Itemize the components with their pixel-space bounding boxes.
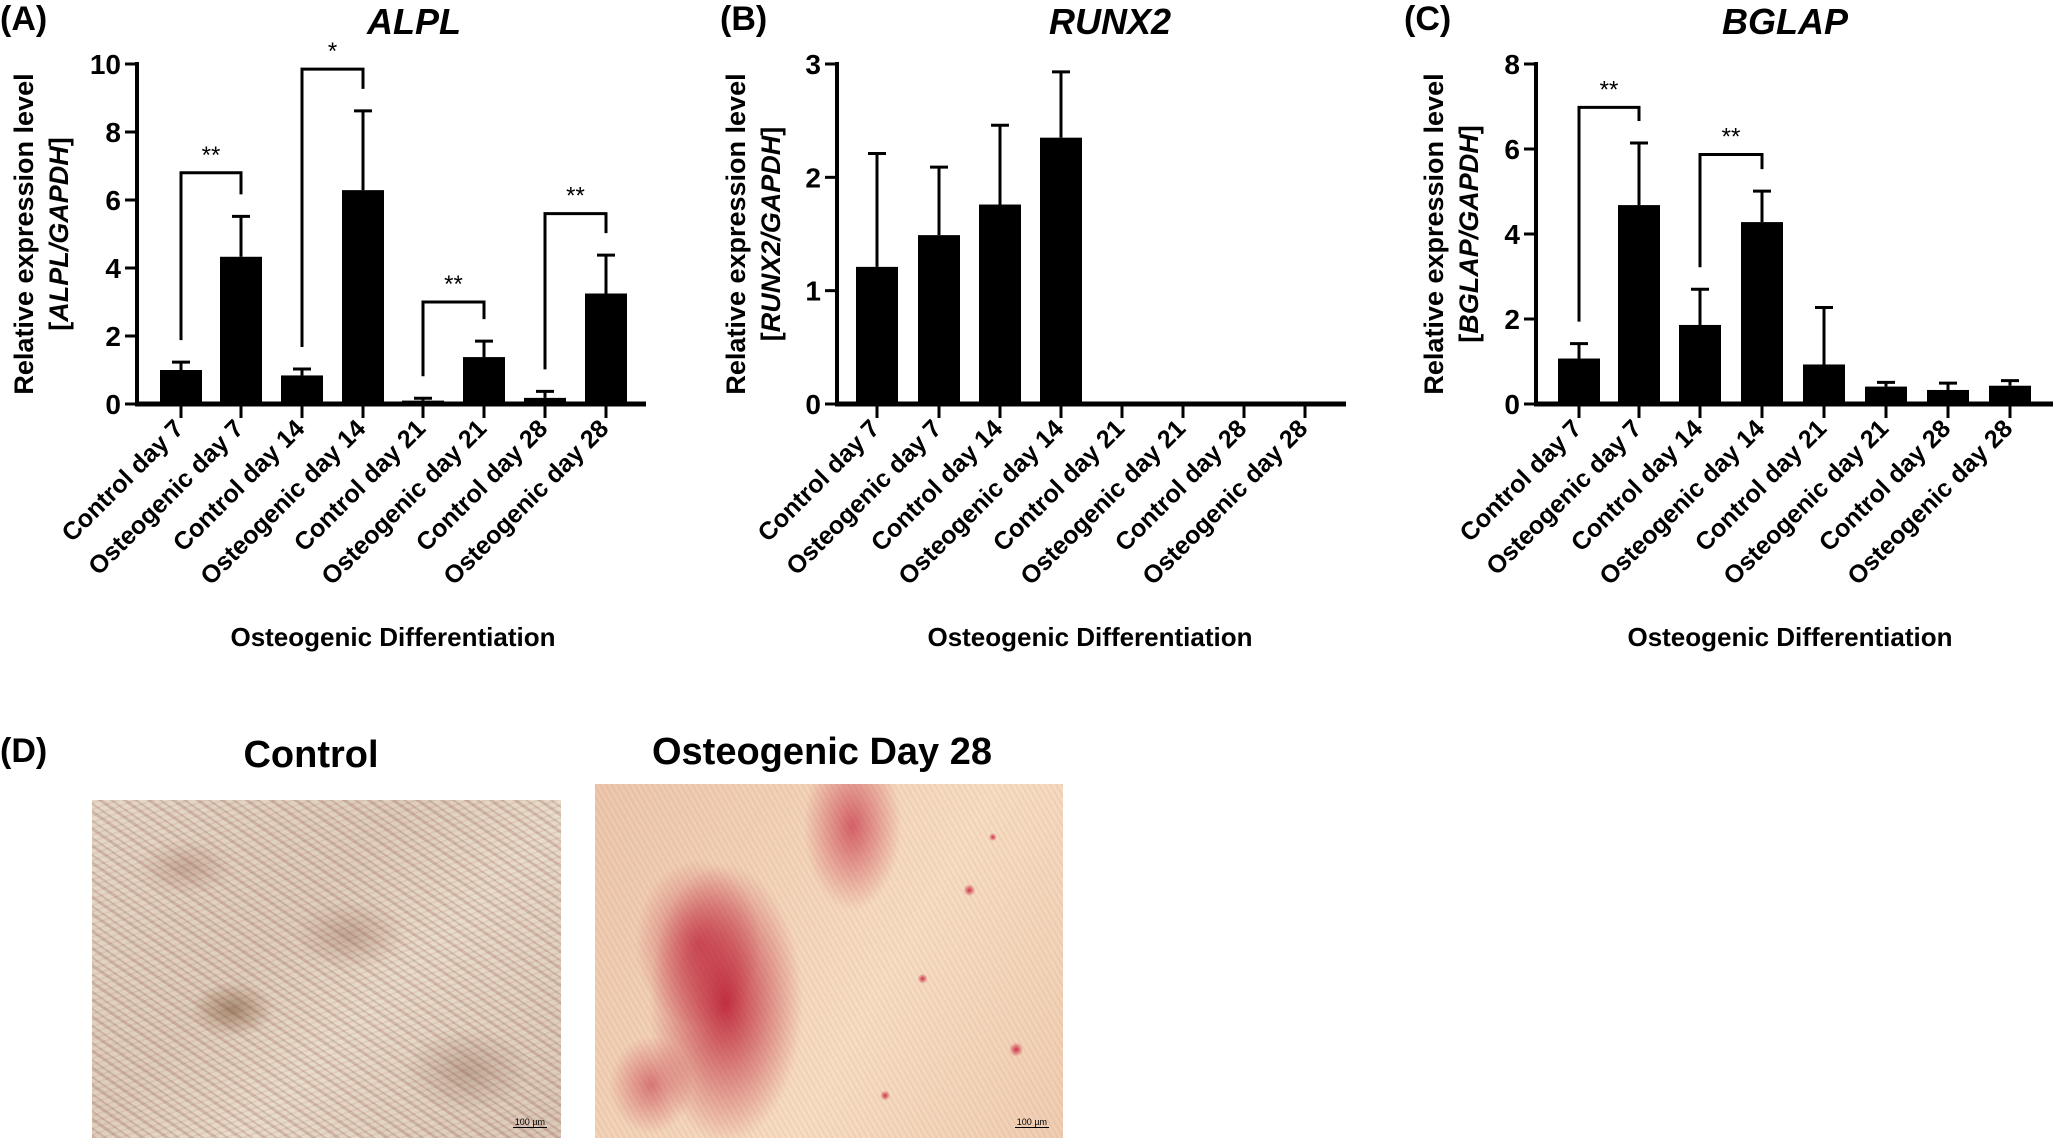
y-axis-label-ratio: [RUNX2/GAPDH] [756, 127, 786, 342]
significance-bracket [1577, 105, 1641, 322]
photo-title-osteogenic: Osteogenic Day 28 [651, 731, 993, 773]
y-tick-label: 2 [805, 162, 821, 193]
bar [160, 370, 202, 404]
y-axis-label-ratio: [BGLAP/GAPDH] [1454, 125, 1484, 343]
significance-bracket [179, 171, 243, 341]
bar [585, 293, 627, 404]
bar [1679, 324, 1721, 404]
bar [1741, 222, 1783, 404]
y-tick-label: 6 [105, 185, 121, 216]
y-tick-label: 3 [805, 49, 821, 80]
bar [918, 235, 960, 404]
scale-bar-control: 100 µm [512, 1117, 547, 1128]
significance-marker: ** [202, 142, 221, 169]
bar [1558, 358, 1600, 404]
y-axis-label: Relative expression level [721, 73, 751, 394]
bar [979, 204, 1021, 404]
significance-bracket [1698, 153, 1764, 268]
chart-title: RUNX2 [1049, 1, 1171, 42]
chart-runx2: RUNX2 Relative expression level [RUNX2/GAP… [721, 1, 1346, 652]
bar [524, 397, 566, 404]
micrograph-osteogenic-day-28: 100 µm [595, 784, 1063, 1138]
significance-bracket [543, 212, 608, 370]
x-axis-title: Osteogenic Differentiation [1627, 622, 1952, 652]
y-axis-label-ratio: [ALPL/GAPDH] [44, 137, 74, 331]
y-tick-label: 10 [90, 49, 121, 80]
y-tick-label: 6 [1504, 134, 1520, 165]
panel-label-d: (D) [0, 732, 48, 770]
y-tick-label: 0 [805, 389, 821, 420]
x-axis-title: Osteogenic Differentiation [230, 622, 555, 652]
bar [856, 266, 898, 404]
significance-marker: ** [444, 271, 463, 298]
panel-label-b: (B) [720, 0, 768, 38]
photo-title-control: Control [243, 734, 379, 776]
bar [220, 256, 262, 404]
micrograph-control: 100 µm [92, 800, 561, 1138]
scale-bar-osteogenic: 100 µm [1014, 1117, 1049, 1128]
panel-label-a: (A) [0, 0, 48, 38]
panel-label-c: (C) [1404, 0, 1452, 38]
x-axis-title: Osteogenic Differentiation [927, 622, 1252, 652]
bar [1803, 364, 1845, 404]
y-tick-label: 0 [105, 389, 121, 420]
significance-marker: * [328, 38, 337, 65]
bar [463, 357, 505, 404]
significance-marker: ** [1722, 124, 1741, 151]
significance-bracket [421, 300, 486, 377]
bar [1927, 389, 1969, 404]
significance-bracket [300, 67, 365, 347]
bar [1865, 386, 1907, 404]
y-tick-label: 2 [1504, 304, 1520, 335]
bar [1040, 137, 1082, 404]
y-tick-label: 2 [105, 321, 121, 352]
y-axis-label: Relative expression level [1419, 73, 1449, 394]
y-tick-label: 4 [105, 253, 121, 284]
y-axis-label: Relative expression level [9, 73, 39, 394]
chart-title: ALPL [366, 1, 461, 42]
chart-bglap: BGLAP Relative expression level [BGLAP/GAP… [1419, 1, 2053, 652]
chart-title: BGLAP [1722, 1, 1849, 42]
significance-marker: ** [566, 183, 585, 210]
y-tick-label: 4 [1504, 219, 1520, 250]
significance-marker: ** [1600, 76, 1619, 103]
y-tick-label: 8 [105, 117, 121, 148]
bar [281, 375, 323, 404]
y-tick-label: 8 [1504, 49, 1520, 80]
y-tick-label: 0 [1504, 389, 1520, 420]
y-tick-label: 1 [805, 276, 821, 307]
bar [1989, 385, 2031, 404]
chart-alpl: ALPL Relative expression level [ALPL/GAPDH… [9, 1, 646, 652]
bar [402, 400, 444, 404]
bar [1618, 205, 1660, 404]
bar [342, 190, 384, 404]
